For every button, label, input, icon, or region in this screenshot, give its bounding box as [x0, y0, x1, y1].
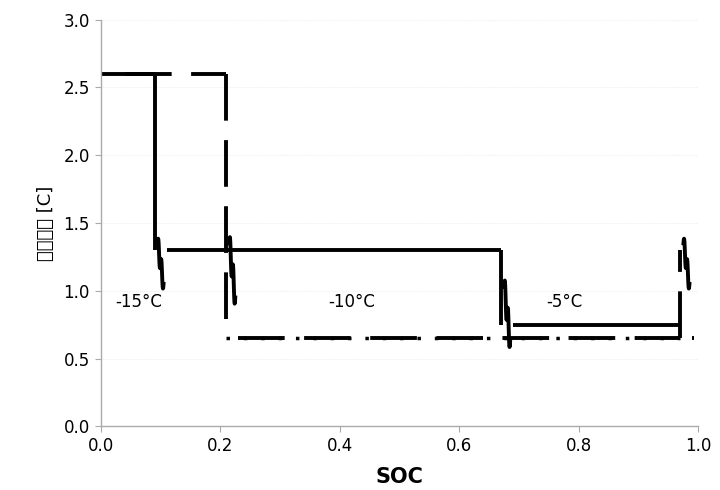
Text: -5°C: -5°C — [546, 293, 582, 311]
Text: -10°C: -10°C — [328, 293, 375, 311]
Text: -15°C: -15°C — [116, 293, 163, 311]
Y-axis label: 充电电流 [C]: 充电电流 [C] — [37, 185, 55, 261]
X-axis label: SOC: SOC — [376, 466, 423, 487]
